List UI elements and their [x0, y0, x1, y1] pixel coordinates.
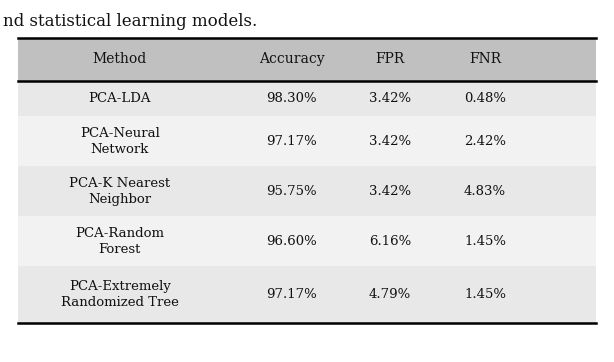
Text: PCA-LDA: PCA-LDA: [88, 92, 151, 105]
Text: 1.45%: 1.45%: [464, 288, 506, 301]
Text: 3.42%: 3.42%: [369, 135, 411, 148]
Bar: [18, 38, 596, 81]
Text: FNR: FNR: [469, 52, 501, 66]
Text: 3.42%: 3.42%: [369, 185, 411, 198]
Text: 97.17%: 97.17%: [266, 135, 317, 148]
Text: 6.16%: 6.16%: [369, 235, 411, 248]
Bar: [18, 81, 596, 116]
Text: 95.75%: 95.75%: [266, 185, 317, 198]
Text: 4.83%: 4.83%: [464, 185, 506, 198]
Text: 97.17%: 97.17%: [266, 288, 317, 301]
Bar: [18, 216, 596, 266]
Bar: [18, 266, 596, 323]
Text: 1.45%: 1.45%: [464, 235, 506, 248]
Text: FPR: FPR: [375, 52, 405, 66]
Text: PCA-Random
Forest: PCA-Random Forest: [76, 227, 164, 256]
Text: PCA-K Nearest
Neighbor: PCA-K Nearest Neighbor: [69, 177, 170, 206]
Text: 98.30%: 98.30%: [266, 92, 317, 105]
Text: nd statistical learning models.: nd statistical learning models.: [3, 13, 257, 30]
Text: Method: Method: [93, 52, 147, 66]
Text: PCA-Neural
Network: PCA-Neural Network: [80, 127, 160, 156]
Text: 96.60%: 96.60%: [266, 235, 317, 248]
Text: 4.79%: 4.79%: [369, 288, 411, 301]
Text: 2.42%: 2.42%: [464, 135, 506, 148]
Text: PCA-Extremely
Randomized Tree: PCA-Extremely Randomized Tree: [61, 280, 179, 309]
Text: Accuracy: Accuracy: [259, 52, 324, 66]
Text: 3.42%: 3.42%: [369, 92, 411, 105]
Bar: [18, 116, 596, 166]
Text: 0.48%: 0.48%: [464, 92, 506, 105]
Bar: [18, 166, 596, 216]
